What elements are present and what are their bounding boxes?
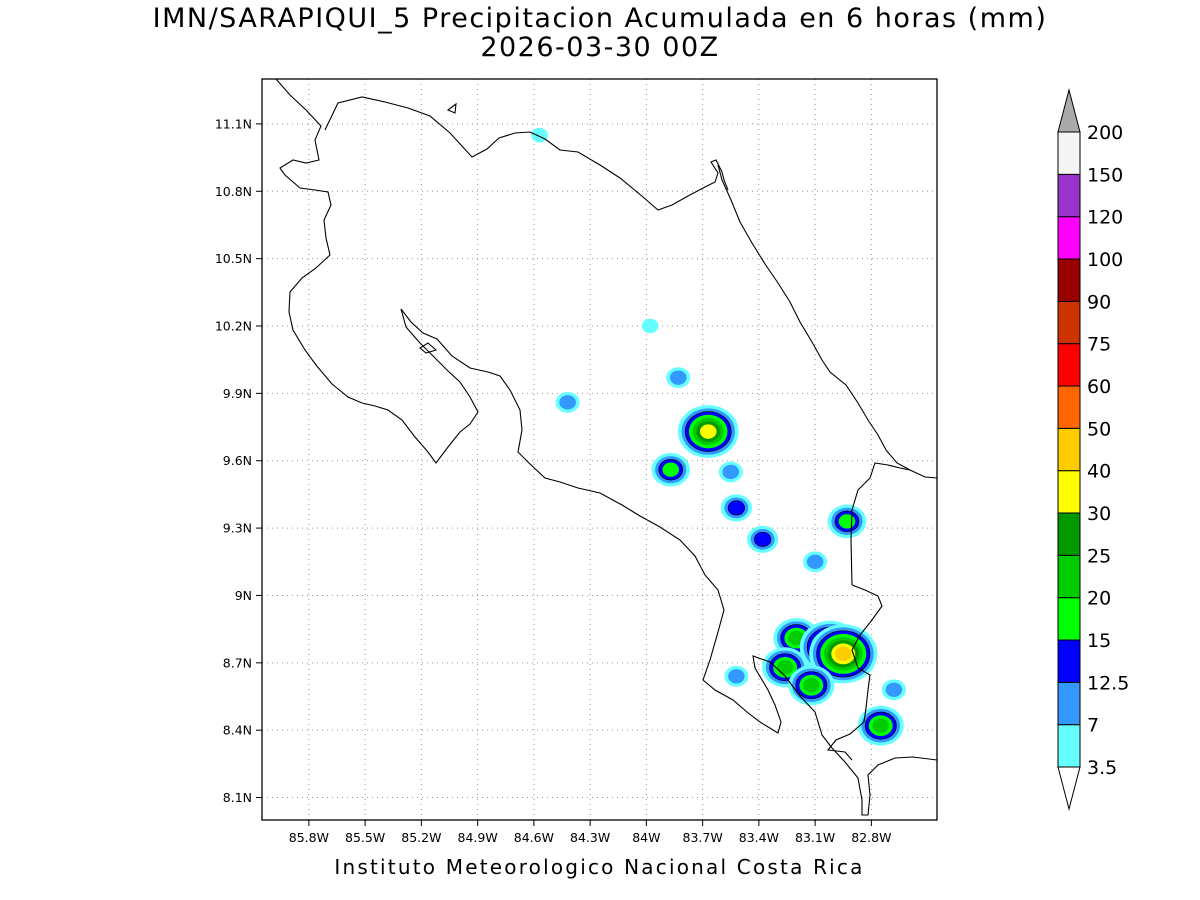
precip-cell (555, 391, 580, 413)
colorbar-swatch (1057, 343, 1081, 387)
colorbar-swatch (1057, 427, 1081, 472)
colorbar-legend: 3.5 7 12.5 15 20 25 30 40 50 60 75 90 100 120 150 200 (1057, 88, 1129, 811)
institution-footer: Instituto Meteorologico Nacional Costa R… (334, 855, 865, 879)
precip-cell (666, 367, 691, 389)
x-tick-label: 85.5W (345, 830, 385, 845)
x-tick-label: 84.9W (458, 830, 498, 845)
precip-cell (531, 127, 548, 143)
y-tick-label: 8.4N (223, 723, 252, 738)
colorbar-label: 20 (1087, 588, 1111, 610)
colorbar-label: 200 (1087, 122, 1123, 144)
x-tick-label: 83.1W (795, 830, 835, 845)
colorbar-label: 50 (1087, 418, 1111, 440)
colorbar-swatch (1057, 470, 1081, 514)
colorbar-label: 25 (1087, 545, 1111, 567)
map-title: IMN/SARAPIQUI_5 Precipitacion Acumulada … (152, 3, 1048, 34)
precip-cell (641, 318, 659, 334)
caribbean-coast (717, 164, 937, 479)
map-subtitle-datetime: 2026-03-30 00Z (480, 32, 720, 63)
y-tick-label: 10.8N (215, 184, 252, 199)
x-tick-label: 84W (632, 830, 660, 845)
colorbar-label: 150 (1087, 164, 1123, 186)
coastline-borders (275, 79, 937, 816)
colorbar-swatch (1057, 597, 1081, 641)
precip-cell (881, 679, 906, 701)
colorbar-swatch (1057, 258, 1081, 302)
precip-cell (746, 525, 779, 553)
colorbar-swatch (1057, 216, 1081, 260)
precip-cell (724, 665, 749, 687)
y-tick-label: 8.1N (223, 790, 252, 805)
colorbar-swatch (1057, 681, 1081, 726)
x-tick-label: 83.4W (739, 830, 779, 845)
precip-cell (788, 665, 835, 706)
panama-border (826, 462, 911, 761)
colorbar-swatch (1057, 131, 1081, 175)
colorbar-swatch (1057, 639, 1081, 683)
colorbar-label: 60 (1087, 376, 1111, 398)
colorbar-label: 75 (1087, 334, 1111, 356)
precip-cell (651, 452, 691, 487)
precip-cell (720, 494, 753, 522)
colorbar-label: 7 (1087, 715, 1099, 737)
colorbar-swatch (1057, 173, 1081, 218)
x-tick-label: 84.3W (570, 830, 610, 845)
x-tick-label: 85.2W (401, 830, 441, 845)
colorbar-over-arrow (1057, 88, 1081, 133)
colorbar-swatch (1057, 385, 1081, 429)
x-tick-label: 85.8W (289, 830, 329, 845)
colorbar-label: 30 (1087, 503, 1111, 525)
colorbar-swatch (1057, 724, 1081, 768)
colorbar-under-arrow (1057, 766, 1081, 811)
x-tick-label: 83.7W (683, 830, 723, 845)
map-frame (261, 78, 938, 821)
axis-ticks: 85.8W 85.5W 85.2W 84.9W 84.6W 84.3W 84W 83.7W 83… (215, 116, 892, 845)
precip-cell (827, 504, 867, 539)
nicaragua-border (324, 96, 729, 211)
x-tick-label: 84.6W (514, 830, 554, 845)
lat-lon-grid (262, 79, 937, 820)
y-tick-label: 9N (235, 588, 252, 603)
y-tick-label: 10.2N (215, 319, 252, 334)
precip-cell (857, 705, 904, 746)
y-tick-label: 9.3N (223, 521, 252, 536)
y-tick-label: 8.7N (223, 655, 252, 670)
y-tick-label: 9.9N (223, 386, 252, 401)
y-tick-label: 9.6N (223, 453, 252, 468)
precip-cell (803, 551, 828, 573)
colorbar-label: 12.5 (1087, 672, 1129, 694)
pacific-coast (275, 79, 937, 816)
colorbar-swatch (1057, 300, 1081, 345)
colorbar-label: 40 (1087, 461, 1111, 483)
colorbar-label: 120 (1087, 207, 1123, 229)
lake-outline (446, 102, 457, 114)
colorbar-label: 90 (1087, 291, 1111, 313)
precip-cell (677, 405, 739, 458)
gulf-island (419, 342, 438, 354)
colorbar-label: 100 (1087, 249, 1123, 271)
y-tick-label: 11.1N (215, 116, 252, 131)
precipitation-contours (531, 127, 906, 746)
colorbar-swatch (1057, 554, 1081, 599)
colorbar-swatch (1057, 512, 1081, 556)
y-tick-label: 10.5N (215, 251, 252, 266)
colorbar-label: 3.5 (1087, 757, 1117, 779)
colorbar-label: 15 (1087, 630, 1111, 652)
x-tick-label: 82.8W (851, 830, 891, 845)
precip-cell (718, 461, 743, 483)
